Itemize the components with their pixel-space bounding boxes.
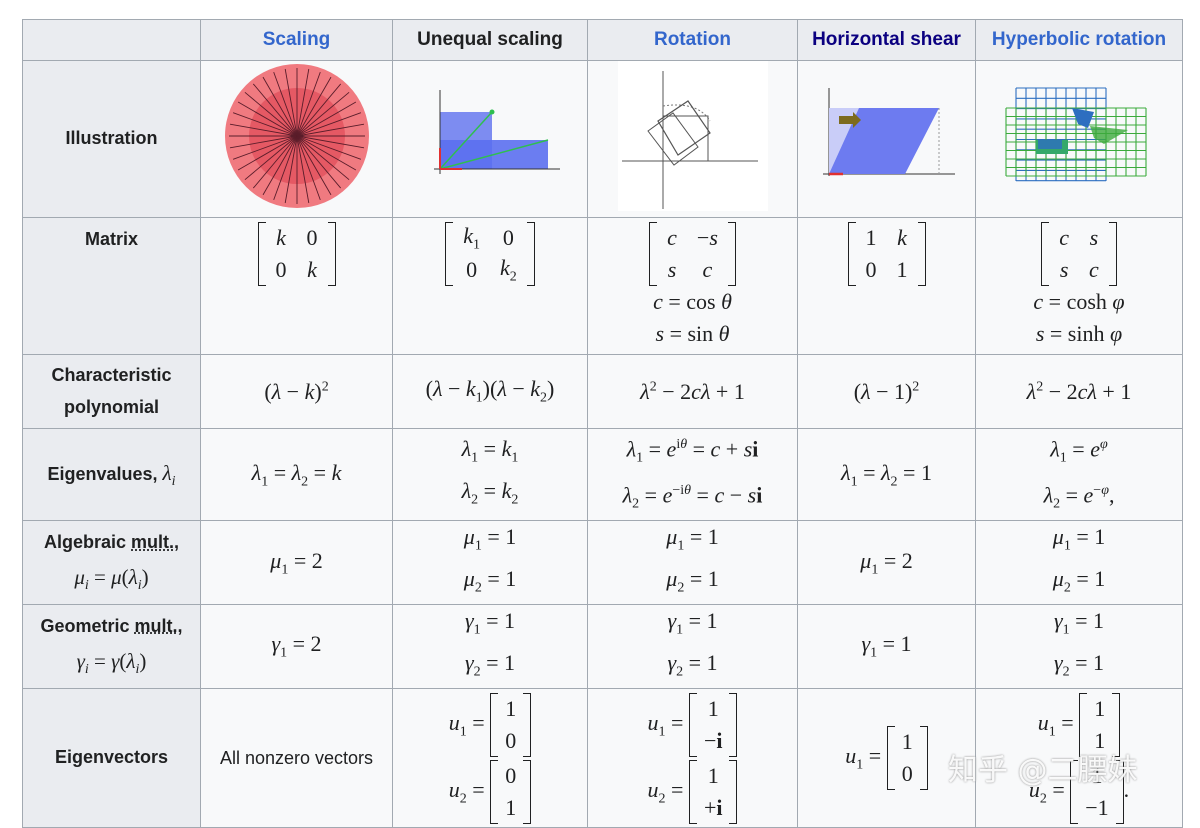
charpoly-rotation: λ2 − 2cλ + 1 xyxy=(587,354,798,429)
charpoly-unequal-scaling: (λ − k1)(λ − k2) xyxy=(392,354,588,429)
col-header-scaling[interactable]: Scaling xyxy=(200,19,393,61)
scaling-ray xyxy=(296,135,331,196)
eigenvalues-label: Eigenvalues, xyxy=(47,463,158,484)
eigenvectors-scaling: All nonzero vectors xyxy=(200,688,393,828)
algmult-unequal-scaling: μ1 = 1 μ2 = 1 xyxy=(392,520,588,606)
scaling-ray xyxy=(229,135,297,149)
geo-mult-link[interactable]: mult. xyxy=(134,616,178,637)
scaling-ray xyxy=(296,112,361,137)
illustration-rotation[interactable] xyxy=(587,60,798,218)
scaling-ray xyxy=(296,83,341,137)
charpoly-hyperbolic-rotation: λ2 − 2cλ + 1 xyxy=(975,354,1183,429)
eigen-table: Scaling Unequal scaling Rotation Horizon… xyxy=(22,19,1183,828)
eigenvalues-hyperbolic-rotation: λ1 = eφ λ2 = e−φ, xyxy=(975,427,1183,522)
geo-mult-comma: , xyxy=(177,616,183,637)
row-header-eigenvectors: Eigenvectors xyxy=(22,688,201,828)
scaling-ray xyxy=(296,101,356,137)
scaling-ray xyxy=(272,135,297,201)
col-header-unequal-scaling: Unequal scaling xyxy=(392,19,588,61)
charpoly-horizontal-shear: (λ − 1)2 xyxy=(797,354,976,429)
charpoly-scaling: (λ − k)2 xyxy=(200,354,393,429)
alg-mult-label: Algebraic xyxy=(43,532,126,553)
scaling-ray xyxy=(296,135,321,201)
scaling-ray xyxy=(252,135,297,189)
algmult-scaling: μ1 = 2 xyxy=(200,520,393,606)
illustration-unequal-scaling[interactable] xyxy=(392,60,588,218)
scaling-ray xyxy=(296,135,356,171)
geomult-horizontal-shear: γ1 = 1 xyxy=(797,604,976,689)
scaling-ray xyxy=(296,91,349,137)
algmult-rotation: μ1 = 1 μ2 = 1 xyxy=(587,520,798,606)
scaling-ray xyxy=(284,68,297,137)
row-header-eigenvalues: Eigenvalues, λi xyxy=(22,427,201,522)
scaling-ray xyxy=(296,135,341,189)
geomult-scaling: γ1 = 2 xyxy=(200,604,393,689)
scaling-illustration xyxy=(224,64,369,208)
row-header-characteristic-polynomial: Characteristic polynomial xyxy=(22,354,201,429)
rotation-illustration xyxy=(617,61,768,211)
corner-cell xyxy=(22,19,201,61)
scaling-ray xyxy=(296,71,321,137)
illustration-horizontal-shear[interactable] xyxy=(797,60,976,218)
row-header-geometric-mult: Geometric mult., γi = γ(λi) xyxy=(22,604,201,689)
illustration-scaling[interactable] xyxy=(200,60,393,218)
alg-mult-comma: , xyxy=(174,532,180,553)
scaling-ray xyxy=(229,123,297,137)
scaling-ray xyxy=(272,71,297,137)
scaling-ray xyxy=(252,83,297,137)
scaling-ray xyxy=(296,135,364,149)
row-header-algebraic-mult: Algebraic mult., μi = μ(λi) xyxy=(22,520,201,606)
scaling-ray xyxy=(244,91,297,137)
eigenvalues-horizontal-shear: λ1 = λ2 = 1 xyxy=(797,427,976,522)
scaling-ray xyxy=(237,101,297,137)
col-header-rotation[interactable]: Rotation xyxy=(587,19,798,61)
eigenvalues-scaling: λ1 = λ2 = k xyxy=(200,427,393,522)
matrix-unequal-scaling: k1 0 0 k2 xyxy=(392,217,588,355)
scaling-ray xyxy=(284,135,297,204)
geo-mult-label: Geometric xyxy=(40,616,130,637)
eigenvalues-unequal-scaling: λ1 = k1 λ2 = k2 xyxy=(392,427,588,522)
algmult-hyperbolic-rotation: μ1 = 1 μ2 = 1 xyxy=(975,520,1183,606)
eigenvectors-rotation: u1 = 1 −i u2 = 1 +i xyxy=(587,688,798,828)
scaling-ray xyxy=(296,68,309,137)
hyperbolic-rotation-illustration xyxy=(1005,87,1147,182)
horizontal-shear-illustration xyxy=(822,88,955,176)
unequal-scaling-illustration xyxy=(434,90,560,174)
geomult-hyperbolic-rotation: γ1 = 1 γ2 = 1 xyxy=(975,604,1183,689)
scaling-ray xyxy=(262,76,297,137)
scaling-ray xyxy=(296,135,361,160)
scaling-ray xyxy=(296,135,309,204)
geomult-unequal-scaling: γ1 = 1 γ2 = 1 xyxy=(392,604,588,689)
matrix-rotation: c −s s c c = cos θ s = sin θ xyxy=(587,217,798,355)
scaling-ray xyxy=(232,112,297,137)
eigenvalues-rotation: λ1 = eiθ = c + si λ2 = e−iθ = c − si xyxy=(587,427,798,522)
algmult-horizontal-shear: μ1 = 2 xyxy=(797,520,976,606)
scaling-ray xyxy=(244,135,297,181)
char-poly-label-line1: Characteristic xyxy=(51,365,172,385)
scaling-ray xyxy=(262,135,297,196)
scaling-ray xyxy=(232,135,297,160)
geomult-rotation: γ1 = 1 γ2 = 1 xyxy=(587,604,798,689)
char-poly-label-line2: polynomial xyxy=(63,396,159,417)
scaling-ray xyxy=(296,123,364,137)
scaling-ray xyxy=(296,76,331,137)
illustration-hyperbolic-rotation[interactable] xyxy=(975,60,1183,218)
scaling-ray xyxy=(237,135,297,171)
row-header-illustration: Illustration xyxy=(22,60,201,218)
scaling-ray xyxy=(296,135,349,181)
alg-mult-link[interactable]: mult. xyxy=(131,532,175,553)
col-header-hyperbolic-rotation[interactable]: Hyperbolic rotation xyxy=(975,19,1183,61)
row-header-matrix: Matrix xyxy=(22,217,201,355)
col-header-horizontal-shear[interactable]: Horizontal shear xyxy=(797,19,976,61)
